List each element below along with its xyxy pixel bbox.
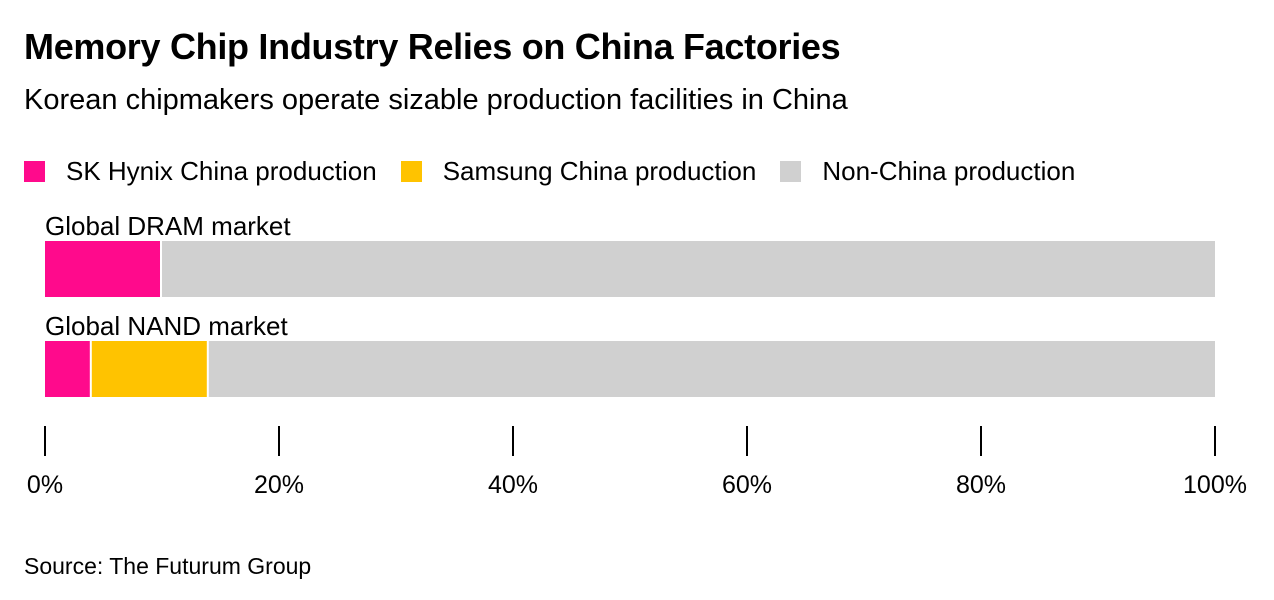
bar-segment-sk-hynix-china-production-global-dram-market (45, 241, 160, 297)
legend: SK Hynix China production Samsung China … (24, 154, 1099, 188)
category-label-global-nand-market: Global NAND market (45, 311, 289, 341)
legend-swatch-non-china (780, 160, 802, 182)
bar-segment-sk-hynix-china-production-global-nand-market (45, 341, 90, 397)
x-tick-label-40: 40% (488, 471, 538, 499)
legend-label-samsung: Samsung China production (442, 155, 757, 186)
legend-swatch-sk-hynix (24, 160, 45, 182)
bar-segment-non-china-production-global-nand-market (208, 341, 1216, 397)
legend-label-non-china: Non-China production (822, 155, 1076, 186)
x-tick-label-20: 20% (254, 471, 304, 499)
legend-item-non-china: Non-China production (780, 156, 1075, 187)
source-note: Source: The Futurum Group (24, 553, 312, 579)
bar-segment-non-china-production-global-dram-market (162, 241, 1215, 297)
legend-item-sk-hynix: SK Hynix China production (24, 156, 377, 187)
x-tick-label-100: 100% (1183, 471, 1247, 499)
bar-segment-samsung-china-production-global-nand-market (91, 341, 207, 397)
stacked-bar-chart: Global DRAM market Global NAND market 0% 20… (27, 211, 1247, 499)
category-label-global-dram-market: Global DRAM market (45, 211, 291, 241)
legend-swatch-samsung (400, 160, 422, 182)
legend-item-samsung: Samsung China production (400, 155, 757, 187)
x-tick-label-0: 0% (27, 471, 63, 499)
chart-title: Memory Chip Industry Relies on China Fac… (24, 26, 841, 67)
legend-label-sk-hynix: SK Hynix China production (66, 155, 377, 186)
chart-subtitle: Korean chipmakers operate sizable produc… (24, 84, 848, 116)
x-tick-label-60: 60% (722, 471, 772, 499)
x-tick-label-80: 80% (956, 471, 1006, 499)
